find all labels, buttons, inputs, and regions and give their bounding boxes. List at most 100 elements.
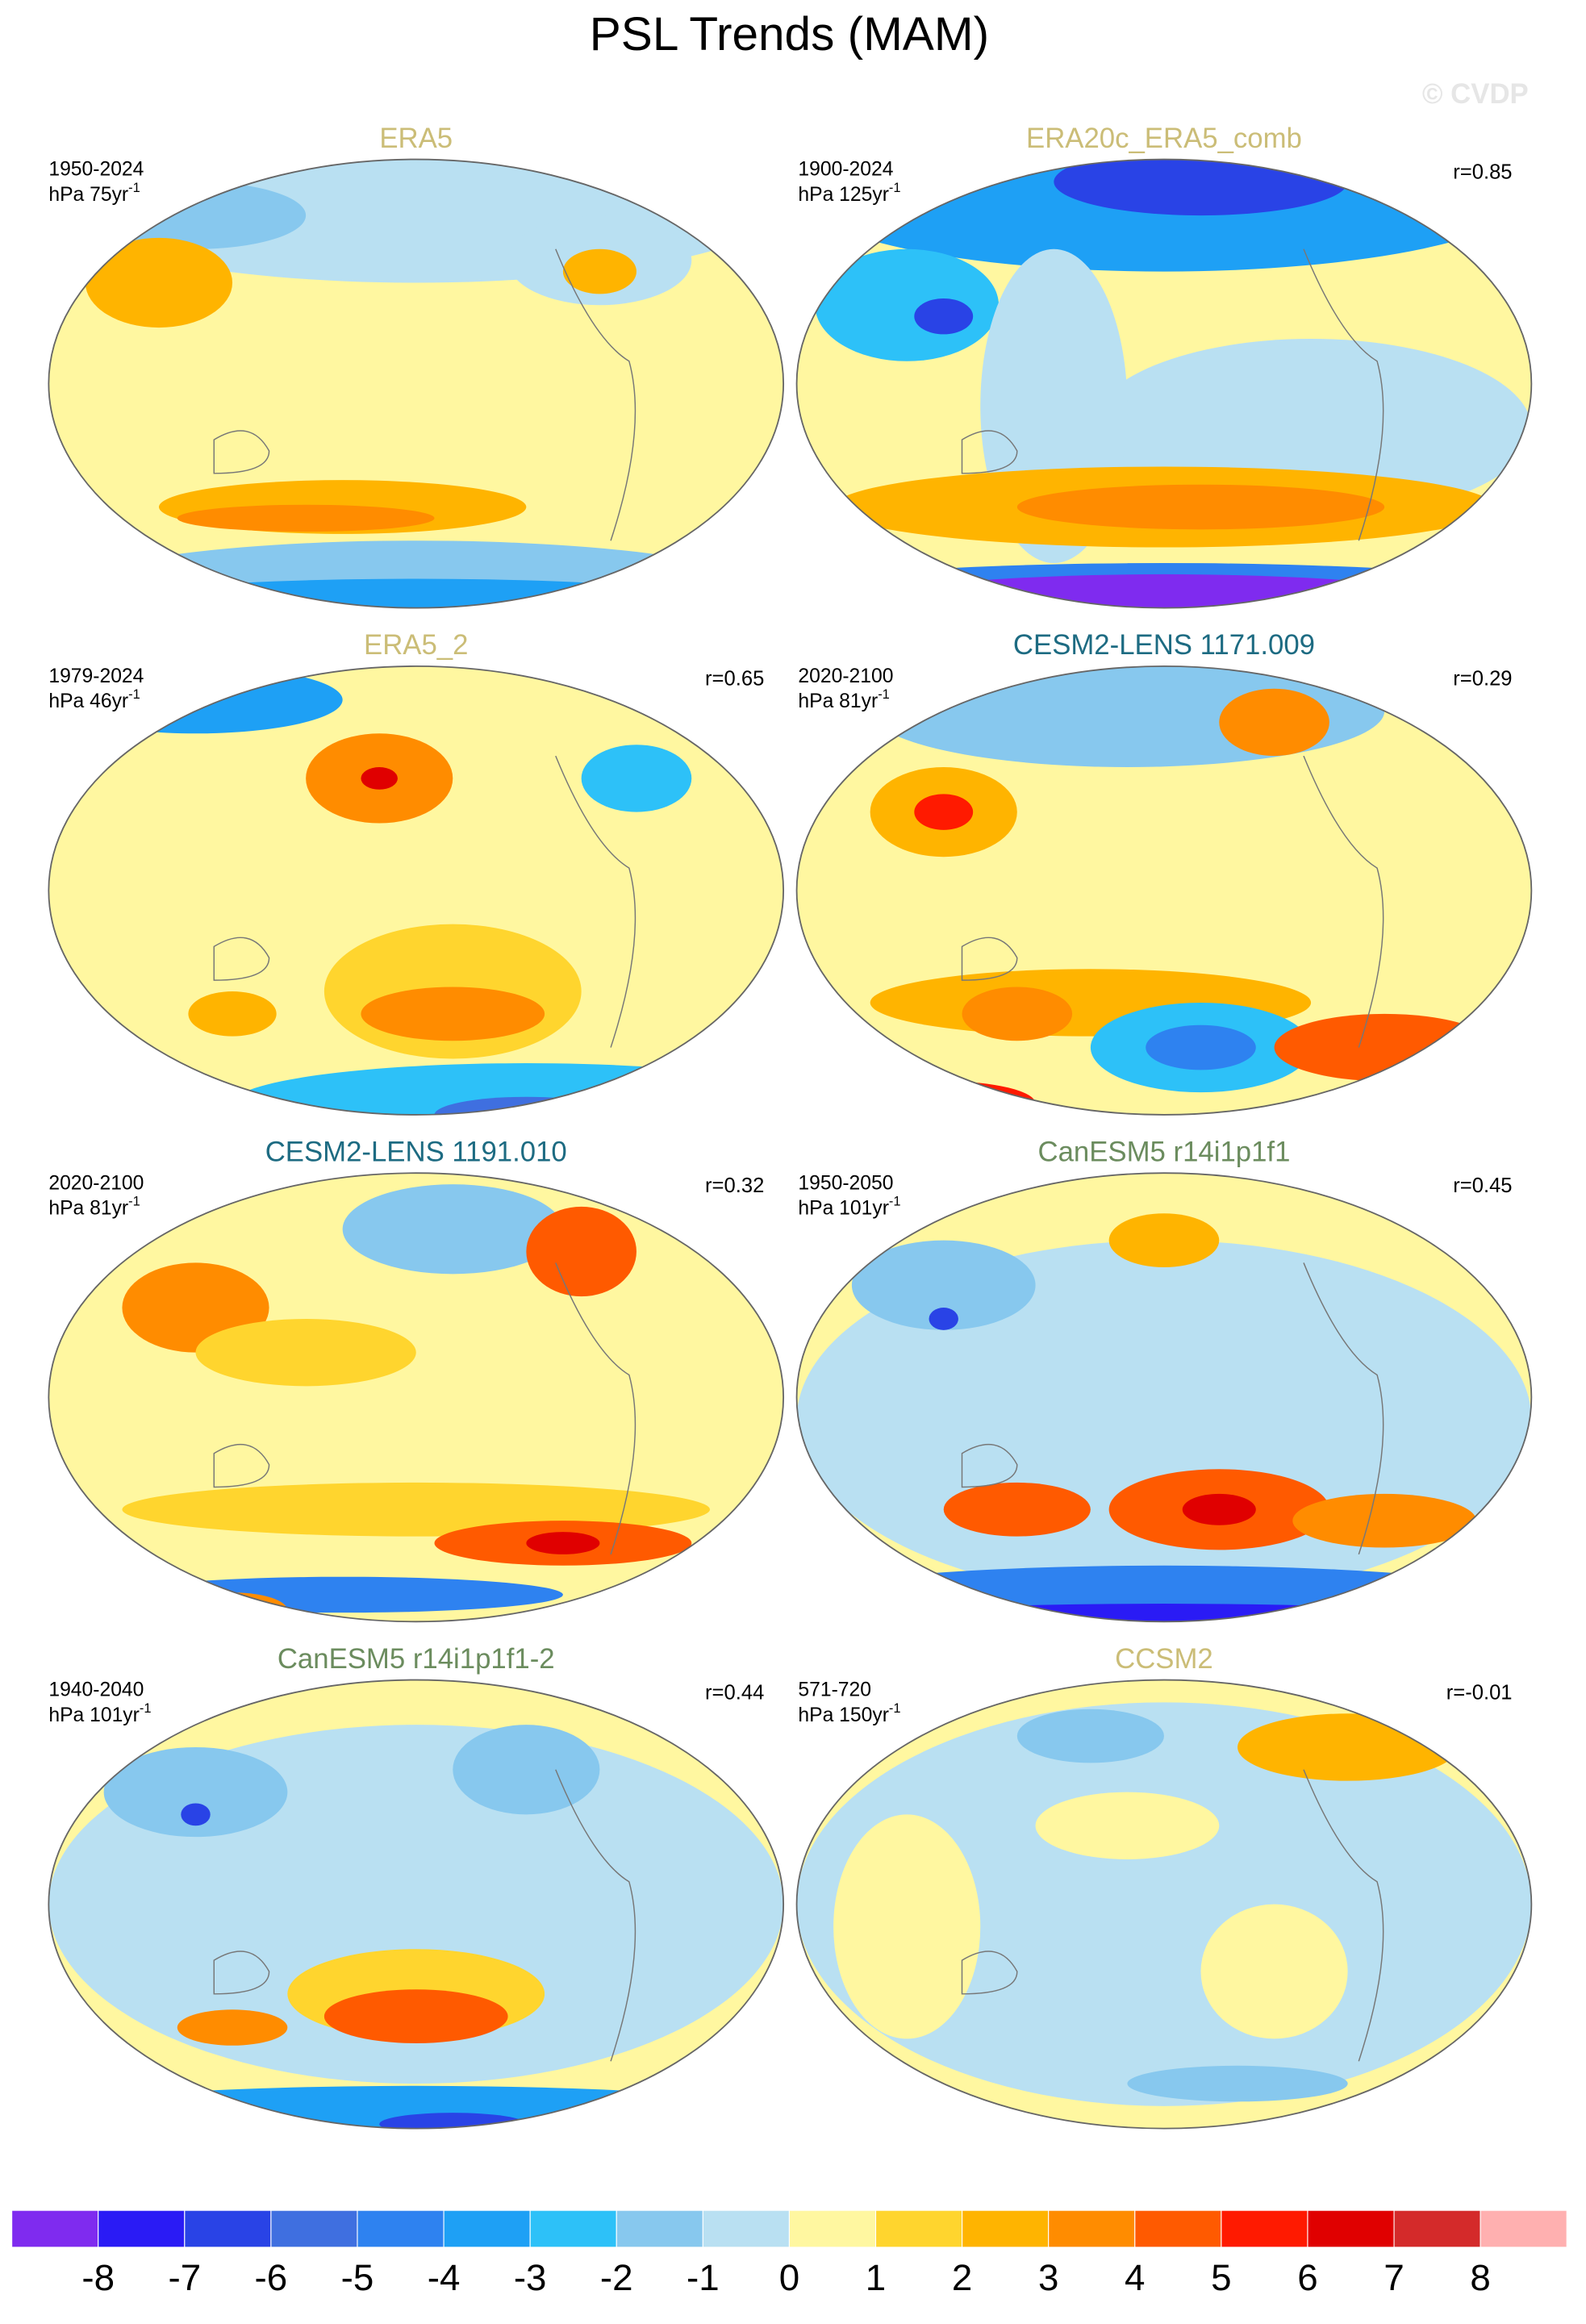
colorbar-box <box>98 2209 186 2248</box>
watermark: © CVDP <box>1422 79 1529 110</box>
correlation: r=-0.01 <box>1446 1681 1513 1704</box>
coastline <box>1303 1262 1384 1555</box>
colorbar-label: 4 <box>1125 2257 1145 2298</box>
contour-area <box>1035 1792 1220 1859</box>
contour-area <box>962 987 1073 1041</box>
panel-title: CESM2-LENS 1171.009 <box>1013 630 1315 661</box>
colorbar-label: 8 <box>1470 2257 1490 2298</box>
colorbar-box <box>1480 2209 1567 2248</box>
colorbar-label: -4 <box>428 2257 461 2298</box>
units-base: hPa 125yr <box>798 184 889 206</box>
panel-title: ERA20c_ERA5_comb <box>1026 123 1302 154</box>
contour-area <box>833 1814 981 2039</box>
units-base: hPa 81yr <box>798 691 878 712</box>
units-base: hPa 46yr <box>48 691 128 712</box>
colorbar-box <box>184 2209 272 2248</box>
panel-title: CESM2-LENS 1191.010 <box>265 1137 567 1168</box>
units-base: hPa 101yr <box>798 1197 889 1219</box>
units-exponent: -1 <box>889 1194 901 1208</box>
colorbar-label: 5 <box>1211 2257 1231 2298</box>
units-exponent: -1 <box>889 181 901 195</box>
panel-title: ERA5_2 <box>364 630 468 661</box>
map-border <box>48 665 785 1116</box>
colorbar-label: 1 <box>866 2257 886 2298</box>
units: hPa 150yr-1 <box>798 1701 900 1726</box>
map-border <box>795 1172 1533 1623</box>
colorbar-box <box>1221 2209 1308 2248</box>
contour-area <box>526 1532 600 1554</box>
contour-area <box>914 794 974 830</box>
contour-area <box>453 1725 600 1815</box>
contour-area <box>1182 1493 1256 1525</box>
correlation: r=0.32 <box>705 1175 764 1197</box>
units-exponent: -1 <box>128 1194 140 1208</box>
colorbar-box <box>1134 2209 1222 2248</box>
correlation: r=0.65 <box>705 668 764 691</box>
colorbar-label: -6 <box>255 2257 288 2298</box>
colorbar-label: 3 <box>1038 2257 1058 2298</box>
coastline <box>961 1951 1018 1995</box>
period: 2020-2100 <box>48 1172 144 1194</box>
contour-area <box>1219 688 1329 757</box>
coastline <box>1303 755 1384 1048</box>
units-base: hPa 75yr <box>48 184 128 206</box>
coastline <box>555 755 636 1048</box>
colorbar-box <box>702 2209 790 2248</box>
colorbar-label: -8 <box>81 2257 115 2298</box>
correlation: r=0.45 <box>1453 1175 1512 1197</box>
contour-area <box>177 504 435 532</box>
contour-area <box>851 1240 1036 1330</box>
colorbar-label: 7 <box>1384 2257 1404 2298</box>
contour-area <box>323 1989 508 2043</box>
contour-area <box>195 1318 416 1387</box>
colorbar-label: 2 <box>952 2257 972 2298</box>
units-base: hPa 101yr <box>48 1704 140 1726</box>
coastline <box>961 1443 1018 1488</box>
units-exponent: -1 <box>889 1701 901 1716</box>
panel-title: CanESM5 r14i1p1f1-2 <box>278 1644 555 1675</box>
units-exponent: -1 <box>128 687 140 702</box>
colorbar-box <box>529 2209 617 2248</box>
units: hPa 46yr-1 <box>48 687 140 712</box>
colorbar-label: 6 <box>1297 2257 1317 2298</box>
contour-area <box>796 1702 1532 2106</box>
contour-area <box>1127 2065 1348 2102</box>
colorbar-box <box>874 2209 963 2248</box>
contour-area <box>581 745 692 812</box>
colorbar-box <box>357 2209 444 2248</box>
coastline <box>213 937 270 981</box>
coastline <box>1303 1769 1384 2062</box>
map-border <box>48 1679 785 2130</box>
contour-area <box>103 1746 288 1838</box>
map-border <box>795 665 1533 1116</box>
colorbar-box <box>616 2209 703 2248</box>
coastline <box>555 1262 636 1555</box>
units-exponent: -1 <box>140 1701 152 1716</box>
units: hPa 75yr-1 <box>48 181 140 206</box>
coastline <box>961 937 1018 981</box>
colorbar-box <box>788 2209 877 2248</box>
units: hPa 81yr-1 <box>798 687 889 712</box>
contour-area <box>526 1206 636 1297</box>
units-base: hPa 150yr <box>798 1704 889 1726</box>
contour-area <box>177 2009 288 2046</box>
panel-title: ERA5 <box>379 123 453 154</box>
colorbar-box <box>270 2209 358 2248</box>
coastline <box>213 430 270 474</box>
period: 1940-2040 <box>48 1679 144 1701</box>
colorbar-label: -7 <box>168 2257 201 2298</box>
coastline <box>555 248 636 541</box>
contour-area <box>181 1803 211 1826</box>
contour-area <box>943 1482 1091 1537</box>
period: 1950-2024 <box>48 159 144 181</box>
correlation: r=0.85 <box>1453 161 1512 183</box>
colorbar-label: -1 <box>687 2257 720 2298</box>
colorbar-box <box>1048 2209 1136 2248</box>
colorbar-box <box>962 2209 1050 2248</box>
contour-area <box>361 987 545 1041</box>
coastline <box>213 1443 270 1488</box>
coastline <box>213 1951 270 1995</box>
contour-area <box>85 237 233 328</box>
contour-area <box>562 248 636 294</box>
